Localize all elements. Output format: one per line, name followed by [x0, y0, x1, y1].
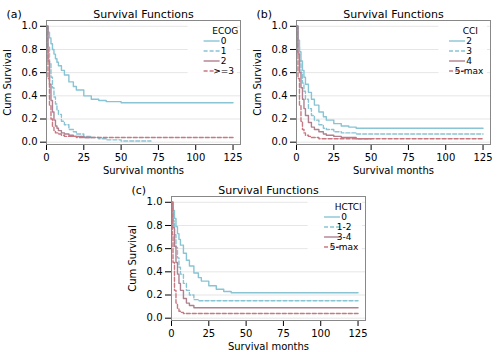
svg-text:75: 75 [402, 152, 415, 163]
svg-text:ECOG: ECOG [212, 26, 238, 36]
svg-text:CCI: CCI [463, 26, 478, 36]
svg-text:1: 1 [221, 46, 227, 56]
svg-text:5-max: 5-max [455, 66, 484, 76]
svg-text:0.6: 0.6 [272, 67, 288, 78]
svg-text:0.6: 0.6 [147, 243, 163, 254]
svg-text:0.2: 0.2 [22, 113, 38, 124]
svg-text:Survival months: Survival months [228, 341, 309, 352]
svg-text:0.8: 0.8 [22, 44, 38, 55]
svg-text:Survival months: Survival months [353, 165, 434, 176]
svg-text:0: 0 [221, 36, 227, 46]
svg-text:(b): (b) [257, 8, 273, 21]
svg-text:2: 2 [466, 36, 472, 46]
svg-text:Survival Functions: Survival Functions [218, 184, 319, 197]
svg-text:0.0: 0.0 [147, 312, 163, 323]
svg-text:0.2: 0.2 [147, 289, 163, 300]
svg-text:Survival months: Survival months [103, 165, 184, 176]
svg-text:1.0: 1.0 [22, 20, 38, 31]
svg-text:0.4: 0.4 [22, 90, 38, 101]
svg-text:Survival Functions: Survival Functions [343, 8, 444, 21]
svg-text:0.4: 0.4 [147, 266, 163, 277]
svg-text:25: 25 [77, 152, 90, 163]
svg-text:1.0: 1.0 [272, 20, 288, 31]
svg-text:25: 25 [327, 152, 340, 163]
svg-text:125: 125 [473, 152, 492, 163]
svg-text:0: 0 [168, 328, 174, 339]
svg-text:50: 50 [365, 152, 378, 163]
svg-text:50: 50 [240, 328, 253, 339]
svg-text:0.0: 0.0 [22, 136, 38, 147]
svg-text:75: 75 [152, 152, 165, 163]
svg-text:3-4: 3-4 [337, 232, 352, 242]
svg-text:125: 125 [348, 328, 367, 339]
svg-text:5-max: 5-max [330, 242, 359, 252]
svg-text:0.6: 0.6 [22, 67, 38, 78]
svg-text:0: 0 [341, 212, 347, 222]
svg-text:1.0: 1.0 [147, 196, 163, 207]
svg-text:1-2: 1-2 [337, 222, 352, 232]
svg-text:25: 25 [202, 328, 215, 339]
svg-text:0.0: 0.0 [272, 136, 288, 147]
svg-text:0.8: 0.8 [147, 220, 163, 231]
svg-text:Cum Survival: Cum Survival [252, 49, 263, 116]
svg-text:125: 125 [223, 152, 242, 163]
svg-text:0.2: 0.2 [272, 113, 288, 124]
svg-text:0.4: 0.4 [272, 90, 288, 101]
svg-text:(a): (a) [7, 8, 22, 21]
svg-text:(c): (c) [132, 184, 147, 197]
svg-text:0: 0 [293, 152, 299, 163]
svg-text:50: 50 [115, 152, 128, 163]
svg-text:0.8: 0.8 [272, 44, 288, 55]
svg-text:0: 0 [43, 152, 49, 163]
svg-text:4: 4 [466, 56, 472, 66]
svg-text:100: 100 [311, 328, 330, 339]
svg-text:2: 2 [221, 56, 227, 66]
svg-text:3: 3 [466, 46, 472, 56]
svg-text:75: 75 [277, 328, 290, 339]
svg-text:100: 100 [436, 152, 455, 163]
svg-text:Survival Functions: Survival Functions [93, 8, 194, 21]
svg-text:>=3: >=3 [213, 66, 234, 76]
svg-text:Cum Survival: Cum Survival [2, 49, 13, 116]
svg-text:HCTCI: HCTCI [335, 202, 362, 212]
svg-text:Cum Survival: Cum Survival [127, 225, 138, 292]
svg-text:100: 100 [186, 152, 205, 163]
